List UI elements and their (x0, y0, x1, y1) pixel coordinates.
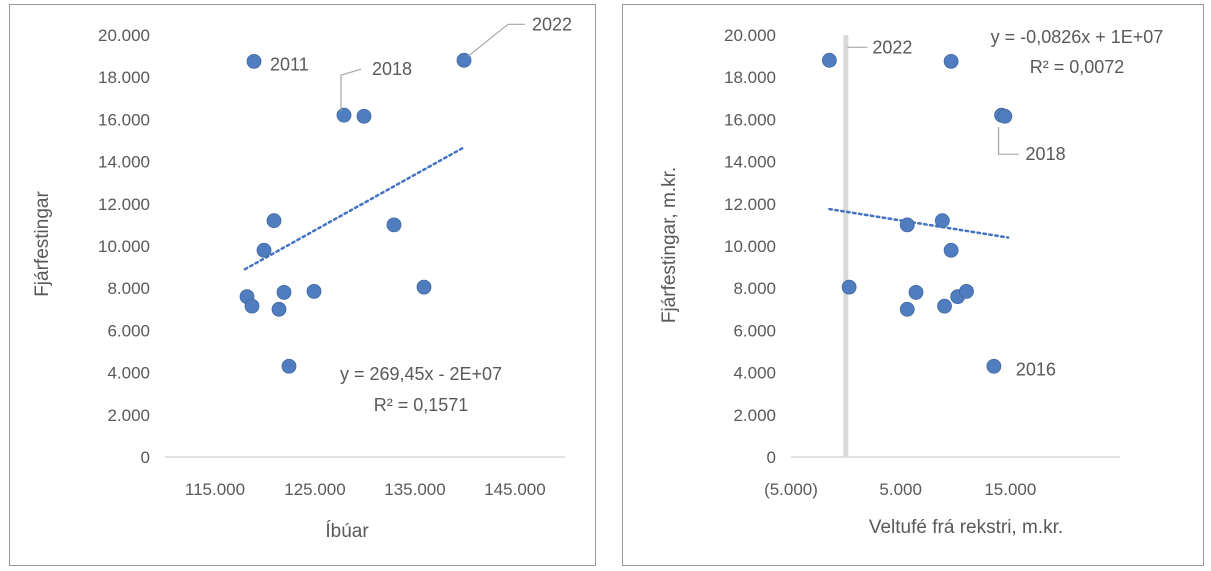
right-y-tick-label: 8.000 (733, 279, 776, 298)
right-data-label: 2016 (1016, 359, 1056, 379)
left-label-leader-line (340, 68, 362, 112)
left-y-tick-label: 0 (141, 448, 150, 467)
left-equation: y = 269,45x - 2E+07 (340, 364, 502, 384)
right-y-tick-label: 20.000 (724, 26, 776, 45)
right-y-tick-label: 4.000 (733, 364, 776, 383)
right-data-label: 2018 (1026, 144, 1066, 164)
right-data-point (899, 301, 915, 317)
left-data-label: 2018 (372, 59, 412, 79)
right-data-point (943, 53, 959, 69)
right-label-leader-line (997, 127, 1019, 155)
right-data-label: 2022 (872, 37, 912, 57)
right-trendline (828, 207, 1010, 239)
right-y-axis-title: Fjárfestingar, m.kr. (659, 167, 680, 323)
right-y-tick-label: 18.000 (724, 68, 776, 87)
left-data-point (281, 358, 297, 374)
left-data-label: 2011 (270, 54, 309, 74)
right-y-tick-label: 6.000 (733, 321, 776, 340)
left-y-tick-label: 18.000 (98, 68, 150, 87)
right-data-point (937, 298, 952, 314)
left-data-point (416, 279, 432, 295)
right-data-point (841, 279, 857, 295)
left-data-point (336, 107, 352, 123)
left-data-point (386, 217, 402, 233)
left-chart-panel: 0 2.000 4.000 6.000 8.000 10.000 12.000 14.000 1… (9, 4, 596, 566)
left-data-point (276, 285, 292, 300)
left-data-point (456, 52, 472, 68)
left-y-tick-label: 12.000 (98, 195, 150, 214)
right-y-tick-label: 0 (767, 448, 776, 467)
left-y-tick-label: 8.000 (107, 279, 150, 298)
right-data-point (986, 358, 1002, 374)
right-data-point (959, 283, 974, 299)
left-data-label: 2022 (532, 14, 572, 34)
left-y-tick-label: 2.000 (107, 406, 150, 425)
right-r-squared: R² = 0,0072 (1030, 57, 1125, 77)
left-data-point (256, 242, 272, 258)
left-y-tick-label: 20.000 (98, 26, 150, 45)
right-y-tick-label: 14.000 (724, 153, 776, 172)
right-data-point (934, 213, 950, 229)
right-data-point (997, 108, 1013, 124)
right-y-tick-label: 16.000 (724, 110, 776, 129)
right-x-axis-title: Veltufé frá rekstri, m.kr. (869, 517, 1063, 538)
left-data-point (244, 298, 260, 314)
right-y-tick-label: 2.000 (733, 406, 776, 425)
left-y-tick-label: 14.000 (98, 153, 150, 172)
right-data-point (908, 285, 924, 300)
left-x-tick-label: 115.000 (185, 480, 245, 499)
left-x-tick-label: 145.000 (484, 480, 545, 499)
left-y-axis-title: Fjárfestingar (32, 191, 53, 297)
right-y-tick-label: 12.000 (724, 195, 776, 214)
right-scatter-chart: 0 2.000 4.000 6.000 8.000 10.000 12.000 14.000 1… (659, 26, 1164, 538)
left-r-squared: R² = 0,1571 (374, 395, 469, 415)
left-y-tick-label: 4.000 (107, 364, 150, 383)
left-x-tick-label: 135.000 (384, 480, 445, 499)
right-x-tick-label: 15.000 (984, 480, 1036, 499)
left-data-point (271, 301, 287, 317)
right-data-point (821, 52, 837, 68)
left-label-leader-line (467, 23, 525, 57)
left-x-axis-title: Íbúar (325, 521, 369, 542)
left-x-tick-label: 125.000 (284, 480, 345, 499)
left-data-point (356, 108, 372, 124)
left-scatter-chart: 0 2.000 4.000 6.000 8.000 10.000 12.000 14.000 1… (32, 14, 572, 542)
right-chart-panel: 0 2.000 4.000 6.000 8.000 10.000 12.000 14.000 1… (622, 4, 1204, 566)
left-data-point (306, 283, 322, 299)
right-data-point (943, 242, 959, 258)
left-trendline (243, 146, 465, 271)
right-data-point (899, 217, 915, 233)
left-data-point (246, 53, 262, 69)
left-y-tick-label: 16.000 (98, 110, 150, 129)
left-y-tick-label: 10.000 (98, 237, 150, 256)
right-x-tick-label: (5.000) (764, 480, 818, 499)
left-y-tick-label: 6.000 (107, 321, 150, 340)
right-equation: y = -0,0826x + 1E+07 (991, 27, 1164, 47)
right-x-tick-label: 5.000 (879, 480, 922, 499)
right-y-tick-label: 10.000 (724, 237, 776, 256)
left-data-point (266, 213, 282, 229)
